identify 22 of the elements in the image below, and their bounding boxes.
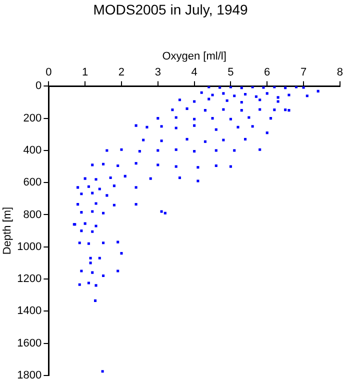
y-tick-label: 0 (36, 80, 42, 92)
y-axis-title: Depth [m] (2, 206, 14, 255)
x-tick-label: 7 (300, 66, 307, 79)
y-tick-label: 600 (23, 176, 42, 189)
y-tick-label: 1800 (17, 369, 42, 382)
x-tick-label: 1 (82, 66, 88, 79)
y-tick-label: 800 (23, 208, 42, 221)
y-tick-label: 1200 (17, 273, 42, 286)
x-tick-label: 6 (264, 66, 270, 79)
x-tick-label: 5 (228, 66, 234, 79)
x-tick-label: 0 (46, 66, 52, 79)
y-tick-label: 1400 (17, 305, 42, 318)
chart-title: MODS2005 in July, 1949 (93, 1, 248, 18)
y-tick-label: 200 (23, 112, 42, 124)
x-tick-label: 3 (154, 66, 161, 79)
y-tick-label: 400 (23, 144, 42, 156)
x-tick-label: 2 (118, 66, 125, 79)
y-tick-label: 1000 (17, 240, 42, 253)
x-axis-title: Oxygen [ml/l] (162, 50, 226, 62)
x-tick-label: 4 (191, 66, 198, 79)
y-tick-label: 1600 (17, 337, 42, 350)
x-tick-label: 8 (336, 66, 344, 79)
